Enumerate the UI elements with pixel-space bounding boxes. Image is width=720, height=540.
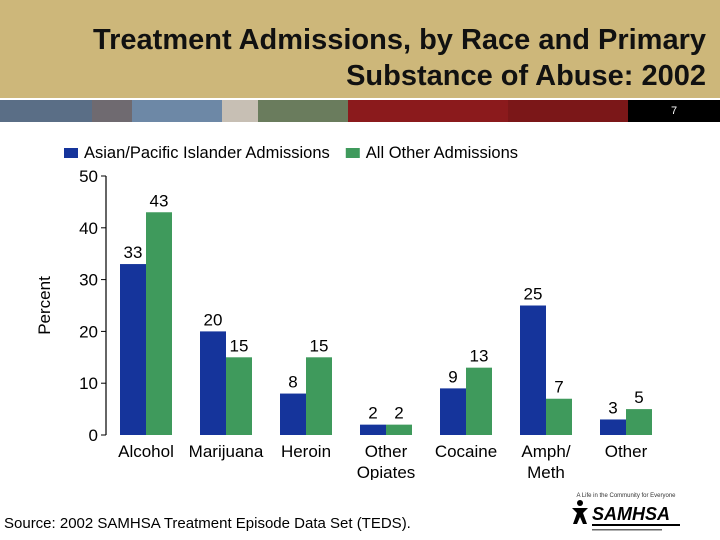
data-label: 43 (150, 191, 169, 210)
legend-label-2: All Other Admissions (366, 144, 518, 162)
bar-other-4 (386, 424, 412, 435)
x-tick-label: Other (605, 442, 648, 461)
bar-other-1 (146, 212, 172, 435)
legend-swatch-1 (64, 148, 78, 158)
bar-other-6 (546, 398, 572, 435)
color-band-3 (132, 100, 222, 122)
y-tick-label: 40 (79, 219, 98, 238)
color-band-1 (0, 100, 92, 122)
bar-asian-6 (520, 305, 546, 435)
slide-number: 7 (628, 100, 720, 122)
title-bar: Treatment Admissions, by Race and Primar… (0, 0, 720, 98)
data-label: 2 (368, 404, 377, 423)
bar-asian-4 (360, 424, 386, 435)
legend-swatch-2 (345, 148, 360, 158)
slide-title-line-1: Treatment Admissions, by Race and Primar… (93, 24, 706, 56)
bar-chart: Asian/Pacific Islander Admissions All Oth… (36, 140, 684, 480)
x-tick-label: Heroin (281, 442, 331, 461)
samhsa-logo: A Life in the Community for Everyone SAM… (572, 493, 680, 531)
color-band-4 (222, 100, 258, 122)
bar-other-2 (226, 357, 252, 435)
y-tick-label: 30 (79, 271, 98, 290)
bar-asian-3 (280, 393, 306, 435)
logo-figure-icon (572, 500, 588, 524)
data-label: 2 (394, 404, 403, 423)
bar-other-5 (466, 367, 492, 435)
x-tick-label: Other (365, 442, 408, 461)
source-note: Source: 2002 SAMHSA Treatment Episode Da… (4, 515, 411, 532)
bar-asian-7 (600, 419, 626, 435)
bar-other-3 (306, 357, 332, 435)
color-band-5 (258, 100, 348, 122)
x-tick-label: Marijuana (189, 442, 264, 461)
y-tick-label: 0 (89, 426, 98, 445)
y-axis-label: Percent (36, 276, 54, 335)
logo-wordmark: SAMHSA (592, 504, 670, 524)
data-label: 9 (448, 367, 457, 386)
data-label: 15 (310, 336, 329, 355)
x-tick-label: Alcohol (118, 442, 174, 461)
x-tick-label: Amph/ (521, 442, 570, 461)
bar-asian-5 (440, 388, 466, 435)
bar-asian-1 (120, 264, 146, 435)
legend-label-1: Asian/Pacific Islander Admissions (84, 144, 330, 162)
x-tick-label: Opiates (357, 463, 416, 480)
data-label: 7 (554, 378, 563, 397)
slide-title: Treatment Admissions, by Race and Primar… (6, 22, 706, 94)
y-tick-label: 10 (79, 374, 98, 393)
color-band-6 (348, 100, 508, 122)
bar-other-7 (626, 409, 652, 435)
x-tick-label: Meth (527, 463, 565, 480)
data-label: 8 (288, 373, 297, 392)
y-tick-label: 50 (79, 167, 98, 186)
data-label: 33 (124, 243, 143, 262)
logo-tagline: A Life in the Community for Everyone (576, 493, 676, 499)
x-tick-label: Cocaine (435, 442, 497, 461)
color-band-2 (92, 100, 132, 122)
color-band-7 (508, 100, 628, 122)
bar-asian-2 (200, 331, 226, 435)
data-label: 25 (524, 285, 543, 304)
data-label: 3 (608, 398, 617, 417)
data-label: 15 (230, 336, 249, 355)
y-tick-label: 20 (79, 322, 98, 341)
data-label: 5 (634, 388, 643, 407)
slide-title-line-2: Substance of Abuse: 2002 (346, 60, 706, 92)
data-label: 13 (470, 347, 489, 366)
data-label: 20 (204, 310, 223, 329)
